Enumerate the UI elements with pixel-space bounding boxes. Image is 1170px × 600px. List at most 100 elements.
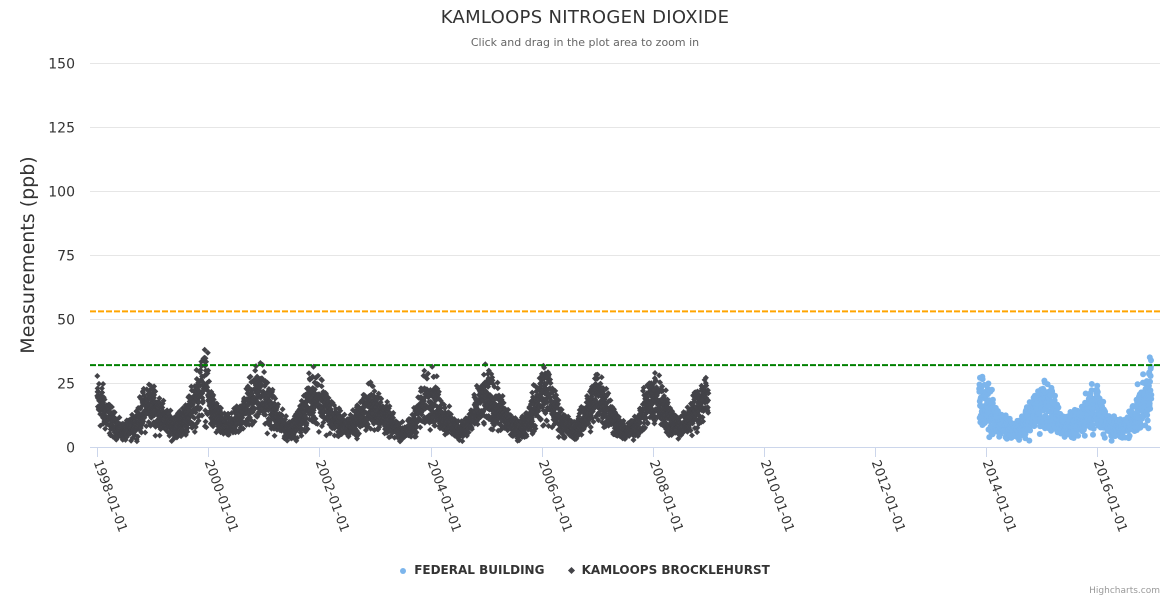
data-point[interactable] bbox=[480, 371, 487, 378]
data-point[interactable] bbox=[543, 418, 550, 424]
data-point[interactable] bbox=[197, 405, 204, 411]
data-point[interactable] bbox=[1088, 381, 1095, 387]
data-point[interactable] bbox=[703, 382, 710, 389]
data-point[interactable] bbox=[427, 426, 434, 433]
data-point[interactable] bbox=[590, 418, 597, 425]
data-point[interactable] bbox=[390, 414, 397, 421]
data-point[interactable] bbox=[294, 434, 301, 441]
data-point[interactable] bbox=[553, 392, 560, 399]
data-point[interactable] bbox=[597, 380, 604, 387]
data-point[interactable] bbox=[656, 372, 663, 379]
data-point[interactable] bbox=[444, 429, 451, 436]
data-point[interactable] bbox=[152, 432, 159, 439]
data-point[interactable] bbox=[384, 398, 391, 405]
data-point[interactable] bbox=[156, 395, 163, 402]
data-point[interactable] bbox=[94, 373, 101, 379]
data-point[interactable] bbox=[594, 371, 601, 378]
data-point[interactable] bbox=[284, 437, 291, 444]
data-point[interactable] bbox=[134, 433, 141, 440]
data-point[interactable] bbox=[555, 397, 562, 404]
data-point[interactable] bbox=[201, 346, 208, 353]
data-point[interactable] bbox=[432, 422, 439, 429]
data-point[interactable] bbox=[446, 403, 453, 410]
data-point[interactable] bbox=[1090, 425, 1097, 432]
data-point[interactable] bbox=[994, 408, 1001, 414]
data-point[interactable] bbox=[1101, 434, 1108, 441]
data-point[interactable] bbox=[1055, 404, 1062, 411]
data-point[interactable] bbox=[356, 430, 362, 437]
data-point[interactable] bbox=[102, 425, 109, 432]
data-point[interactable] bbox=[425, 370, 432, 377]
data-point[interactable] bbox=[546, 371, 553, 378]
data-point[interactable] bbox=[283, 413, 290, 420]
data-point[interactable] bbox=[1090, 431, 1096, 438]
data-point[interactable] bbox=[116, 414, 123, 421]
data-point[interactable] bbox=[500, 399, 507, 406]
data-point[interactable] bbox=[689, 432, 695, 439]
data-point[interactable] bbox=[206, 378, 213, 385]
data-point[interactable] bbox=[141, 414, 148, 421]
data-point[interactable] bbox=[167, 407, 174, 414]
data-point[interactable] bbox=[421, 367, 428, 374]
data-point[interactable] bbox=[375, 390, 382, 397]
data-point[interactable] bbox=[644, 420, 651, 427]
data-point[interactable] bbox=[435, 388, 442, 395]
data-point[interactable] bbox=[532, 425, 539, 432]
data-point[interactable] bbox=[261, 369, 268, 375]
data-point[interactable] bbox=[269, 386, 276, 393]
data-point[interactable] bbox=[594, 375, 601, 382]
data-point[interactable] bbox=[662, 387, 669, 394]
data-point[interactable] bbox=[989, 396, 996, 403]
data-point[interactable] bbox=[378, 395, 385, 402]
data-point[interactable] bbox=[191, 428, 198, 435]
data-point[interactable] bbox=[605, 390, 612, 397]
data-point[interactable] bbox=[598, 374, 605, 381]
data-point[interactable] bbox=[412, 433, 419, 440]
data-point[interactable] bbox=[555, 434, 562, 440]
data-point[interactable] bbox=[369, 383, 376, 390]
data-point[interactable] bbox=[705, 409, 712, 416]
data-point[interactable] bbox=[203, 358, 210, 365]
data-point[interactable] bbox=[529, 418, 536, 425]
data-point[interactable] bbox=[578, 431, 585, 438]
data-point[interactable] bbox=[111, 409, 118, 416]
data-point[interactable] bbox=[204, 349, 211, 356]
data-point[interactable] bbox=[108, 404, 115, 410]
data-point[interactable] bbox=[306, 370, 312, 377]
data-point[interactable] bbox=[607, 397, 614, 404]
data-point[interactable] bbox=[399, 418, 406, 425]
data-point[interactable] bbox=[1081, 432, 1088, 439]
data-point[interactable] bbox=[315, 428, 322, 435]
data-point[interactable] bbox=[494, 379, 501, 386]
data-point[interactable] bbox=[489, 426, 496, 433]
data-point[interactable] bbox=[184, 425, 191, 431]
data-point[interactable] bbox=[218, 405, 224, 412]
data-point[interactable] bbox=[659, 383, 666, 390]
data-point[interactable] bbox=[652, 370, 658, 376]
data-point[interactable] bbox=[620, 417, 627, 424]
data-point[interactable] bbox=[413, 424, 420, 430]
data-point[interactable] bbox=[262, 411, 269, 418]
data-point[interactable] bbox=[101, 396, 108, 403]
data-point[interactable] bbox=[603, 385, 610, 392]
data-point[interactable] bbox=[341, 411, 348, 418]
data-point[interactable] bbox=[587, 424, 594, 431]
data-point[interactable] bbox=[441, 405, 448, 411]
data-point[interactable] bbox=[433, 373, 440, 380]
data-point[interactable] bbox=[552, 387, 559, 394]
data-point[interactable] bbox=[694, 429, 701, 436]
data-point[interactable] bbox=[699, 414, 706, 421]
data-point[interactable] bbox=[989, 431, 996, 438]
data-point[interactable] bbox=[298, 432, 305, 439]
data-point[interactable] bbox=[318, 383, 325, 390]
data-point[interactable] bbox=[643, 415, 650, 422]
data-point[interactable] bbox=[152, 388, 159, 395]
data-point[interactable] bbox=[424, 375, 430, 382]
data-point[interactable] bbox=[657, 379, 663, 386]
data-point[interactable] bbox=[459, 438, 466, 445]
data-point[interactable] bbox=[98, 385, 105, 392]
data-point[interactable] bbox=[554, 400, 561, 407]
data-point[interactable] bbox=[1108, 437, 1115, 444]
data-point[interactable] bbox=[1022, 431, 1029, 437]
data-point[interactable] bbox=[303, 420, 310, 427]
